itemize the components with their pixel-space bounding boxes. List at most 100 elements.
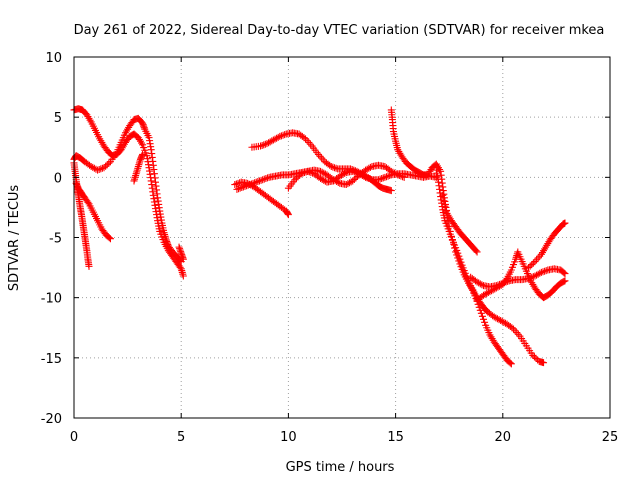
- x-tick-label: 20: [495, 430, 512, 445]
- data-point: [481, 318, 489, 326]
- data-point: [378, 175, 386, 183]
- data-point: [525, 264, 533, 272]
- data-point: [258, 141, 266, 149]
- data-point: [179, 255, 187, 263]
- data-point: [453, 251, 461, 259]
- data-point: [233, 185, 241, 193]
- data-point: [105, 234, 113, 242]
- data-point: [106, 235, 114, 243]
- data-point: [254, 178, 262, 186]
- data-point: [305, 138, 313, 146]
- data-point: [246, 181, 254, 189]
- data-point: [236, 184, 244, 192]
- data-point: [537, 268, 545, 276]
- data-point: [514, 330, 522, 338]
- data-point: [257, 142, 265, 150]
- data-point: [561, 219, 569, 227]
- y-tick-label: -5: [49, 232, 62, 247]
- data-point: [478, 312, 486, 320]
- y-tick-label: -15: [41, 352, 62, 367]
- data-point: [442, 208, 450, 216]
- data-point: [257, 176, 265, 184]
- data-point: [439, 191, 447, 199]
- data-point: [318, 154, 326, 162]
- data-point: [303, 137, 311, 145]
- data-point: [560, 277, 568, 285]
- data-point: [139, 150, 147, 158]
- data-point: [239, 183, 247, 191]
- data-point: [284, 211, 292, 219]
- axes: 0 5 10 15 20 25 -20 -15 -10 -5 0 5 10: [41, 51, 619, 445]
- data-point: [276, 132, 284, 140]
- data-point: [529, 351, 537, 359]
- data-point: [560, 269, 568, 277]
- data-point: [447, 232, 455, 240]
- data-point: [279, 131, 287, 139]
- data-point: [480, 315, 488, 323]
- data-point: [255, 177, 263, 185]
- data-point: [349, 167, 357, 175]
- data-point: [381, 173, 389, 181]
- series-track-j: [284, 167, 440, 192]
- data-point: [530, 353, 538, 361]
- data-point: [476, 306, 484, 314]
- data-point: [297, 170, 305, 178]
- chart-title: Day 261 of 2022, Sidereal Day-to-day VTE…: [74, 23, 605, 38]
- series-track-d: [72, 179, 114, 243]
- data-point: [329, 163, 337, 171]
- data-point: [352, 169, 360, 177]
- data-point: [307, 169, 315, 177]
- series-track-e: [130, 150, 147, 185]
- data-point: [252, 178, 260, 186]
- data-point: [386, 172, 394, 180]
- data-point: [176, 263, 184, 271]
- data-point: [382, 173, 390, 181]
- data-point: [330, 164, 338, 172]
- y-tick-label: -10: [41, 292, 62, 307]
- data-point: [241, 182, 249, 190]
- data-point: [90, 164, 98, 172]
- series-track-k: [387, 106, 481, 256]
- series-track-f: [175, 243, 187, 263]
- data-point: [249, 179, 257, 187]
- data-point: [319, 156, 327, 164]
- data-point: [507, 360, 515, 368]
- data-point: [259, 176, 267, 184]
- x-tick-label: 0: [70, 430, 78, 445]
- data-point: [363, 174, 371, 182]
- data-point: [542, 267, 550, 275]
- data-point: [452, 248, 460, 256]
- data-point: [374, 176, 382, 184]
- data-point: [350, 168, 358, 176]
- data-point: [448, 236, 456, 244]
- grid: [74, 57, 610, 418]
- y-axis-label: SDTVAR / TECUs: [7, 185, 22, 292]
- data-point: [260, 141, 268, 149]
- data-point: [231, 181, 239, 189]
- data-point: [454, 254, 462, 262]
- series-track-g: [248, 129, 395, 195]
- data-point: [263, 174, 271, 182]
- data-point: [441, 202, 449, 210]
- series-track-p: [525, 219, 569, 272]
- plot-frame: [73, 56, 611, 419]
- data-point: [511, 327, 519, 335]
- data-point: [528, 261, 536, 269]
- data-point: [251, 179, 259, 187]
- data-point: [536, 269, 544, 277]
- data-point: [513, 329, 521, 337]
- data-point: [261, 140, 269, 148]
- data-point: [100, 164, 108, 172]
- data-point: [475, 303, 483, 311]
- data-point: [440, 197, 448, 205]
- data-point: [360, 172, 368, 180]
- y-tick-label: 10: [45, 51, 62, 66]
- data-point: [455, 257, 463, 265]
- data-point: [508, 324, 516, 332]
- data-point: [478, 281, 486, 289]
- x-tick-label: 10: [280, 430, 297, 445]
- data-point: [362, 173, 370, 181]
- data-point: [384, 172, 392, 180]
- series-track-i: [233, 161, 408, 193]
